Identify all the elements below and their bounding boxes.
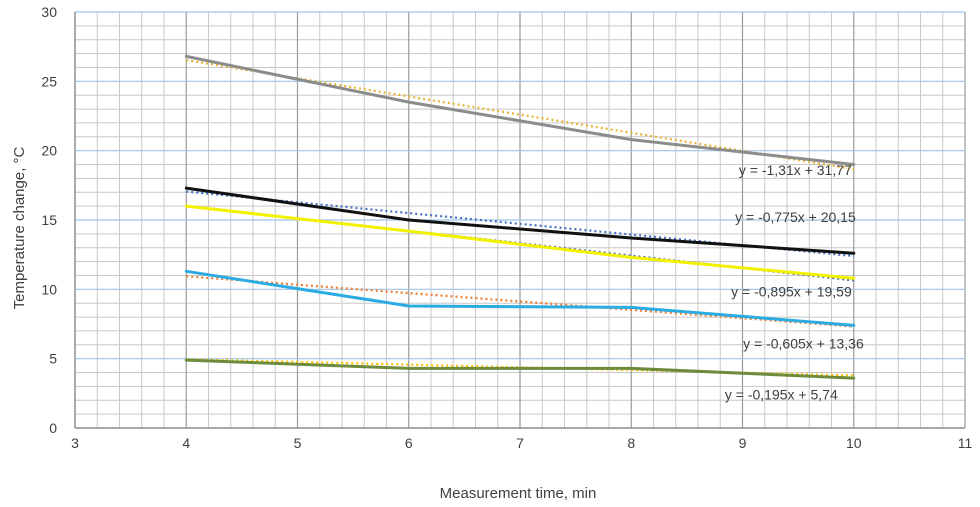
- x-tick-label: 6: [405, 435, 413, 451]
- x-tick-label: 4: [182, 435, 190, 451]
- trendline-equation-5: y = -0,195x + 5,74: [725, 386, 838, 402]
- x-tick-label: 11: [958, 435, 973, 451]
- x-tick-label: 10: [846, 435, 862, 451]
- x-tick-label: 3: [71, 435, 79, 451]
- y-tick-label: 20: [41, 143, 57, 159]
- trendline-equation-4: y = -0,605x + 13,36: [743, 336, 864, 352]
- x-tick-label: 9: [739, 435, 747, 451]
- y-tick-label: 10: [41, 281, 57, 297]
- labels: y = -1,31x + 31,77 y = -0,775x + 20,15 y =…: [725, 162, 864, 402]
- x-axis-title: Measurement time, min: [440, 485, 597, 502]
- y-tick-label: 25: [41, 73, 57, 89]
- trendline-equation-1: y = -1,31x + 31,77: [739, 162, 852, 178]
- y-tick-label: 15: [41, 212, 57, 228]
- x-tick-label: 5: [294, 435, 302, 451]
- x-tick-label: 8: [627, 435, 635, 451]
- trendline-equation-3: y = -0,895x + 19,59: [731, 283, 852, 299]
- x-tick-label: 7: [516, 435, 524, 451]
- y-tick-label: 30: [41, 4, 57, 20]
- trendline-equation-2: y = -0,775x + 20,15: [735, 209, 856, 225]
- y-tick-label: 5: [49, 351, 57, 367]
- y-axis-title: Temperature change, °C: [11, 146, 28, 309]
- y-tick-label: 0: [49, 420, 57, 436]
